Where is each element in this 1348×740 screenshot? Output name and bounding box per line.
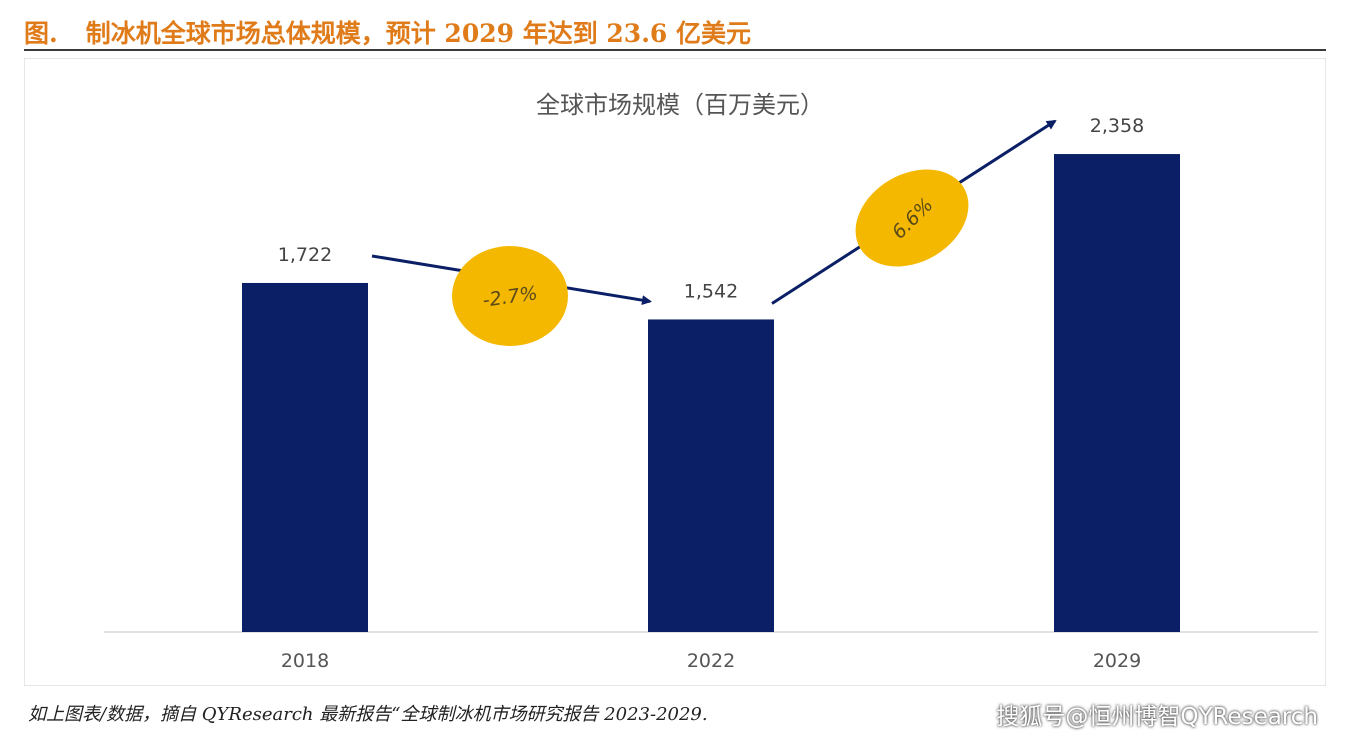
growth-badge-2: [855, 169, 969, 267]
bar-2022: [648, 319, 774, 632]
x-tick-2018: 2018: [281, 650, 329, 672]
header-rule: [24, 49, 1326, 51]
source-footnote: 如上图表/数据，摘自 QYResearch 最新报告“全球制冰机市场研究报告 2…: [28, 704, 708, 725]
bar-2029: [1054, 154, 1180, 632]
watermark: 搜狐号@恒州博智QYResearch: [996, 704, 1318, 730]
chart-frame: [24, 58, 1326, 686]
data-label-2018: 1,722: [278, 244, 332, 266]
figure-title: 制冰机全球市场总体规模，预计 2029 年达到 23.6 亿美元: [85, 19, 752, 48]
data-label-2029: 2,358: [1090, 115, 1144, 137]
growth-badge-1: [452, 246, 568, 346]
x-tick-2022: 2022: [687, 650, 735, 672]
figure-header: 图. 制冰机全球市场总体规模，预计 2029 年达到 23.6 亿美元: [24, 14, 751, 50]
data-label-2022: 1,542: [684, 280, 738, 302]
x-tick-2029: 2029: [1093, 650, 1141, 672]
bar-2018: [242, 282, 368, 632]
chart-title: 全球市场规模（百万美元）: [536, 91, 824, 119]
figure-label: 图.: [24, 19, 58, 48]
